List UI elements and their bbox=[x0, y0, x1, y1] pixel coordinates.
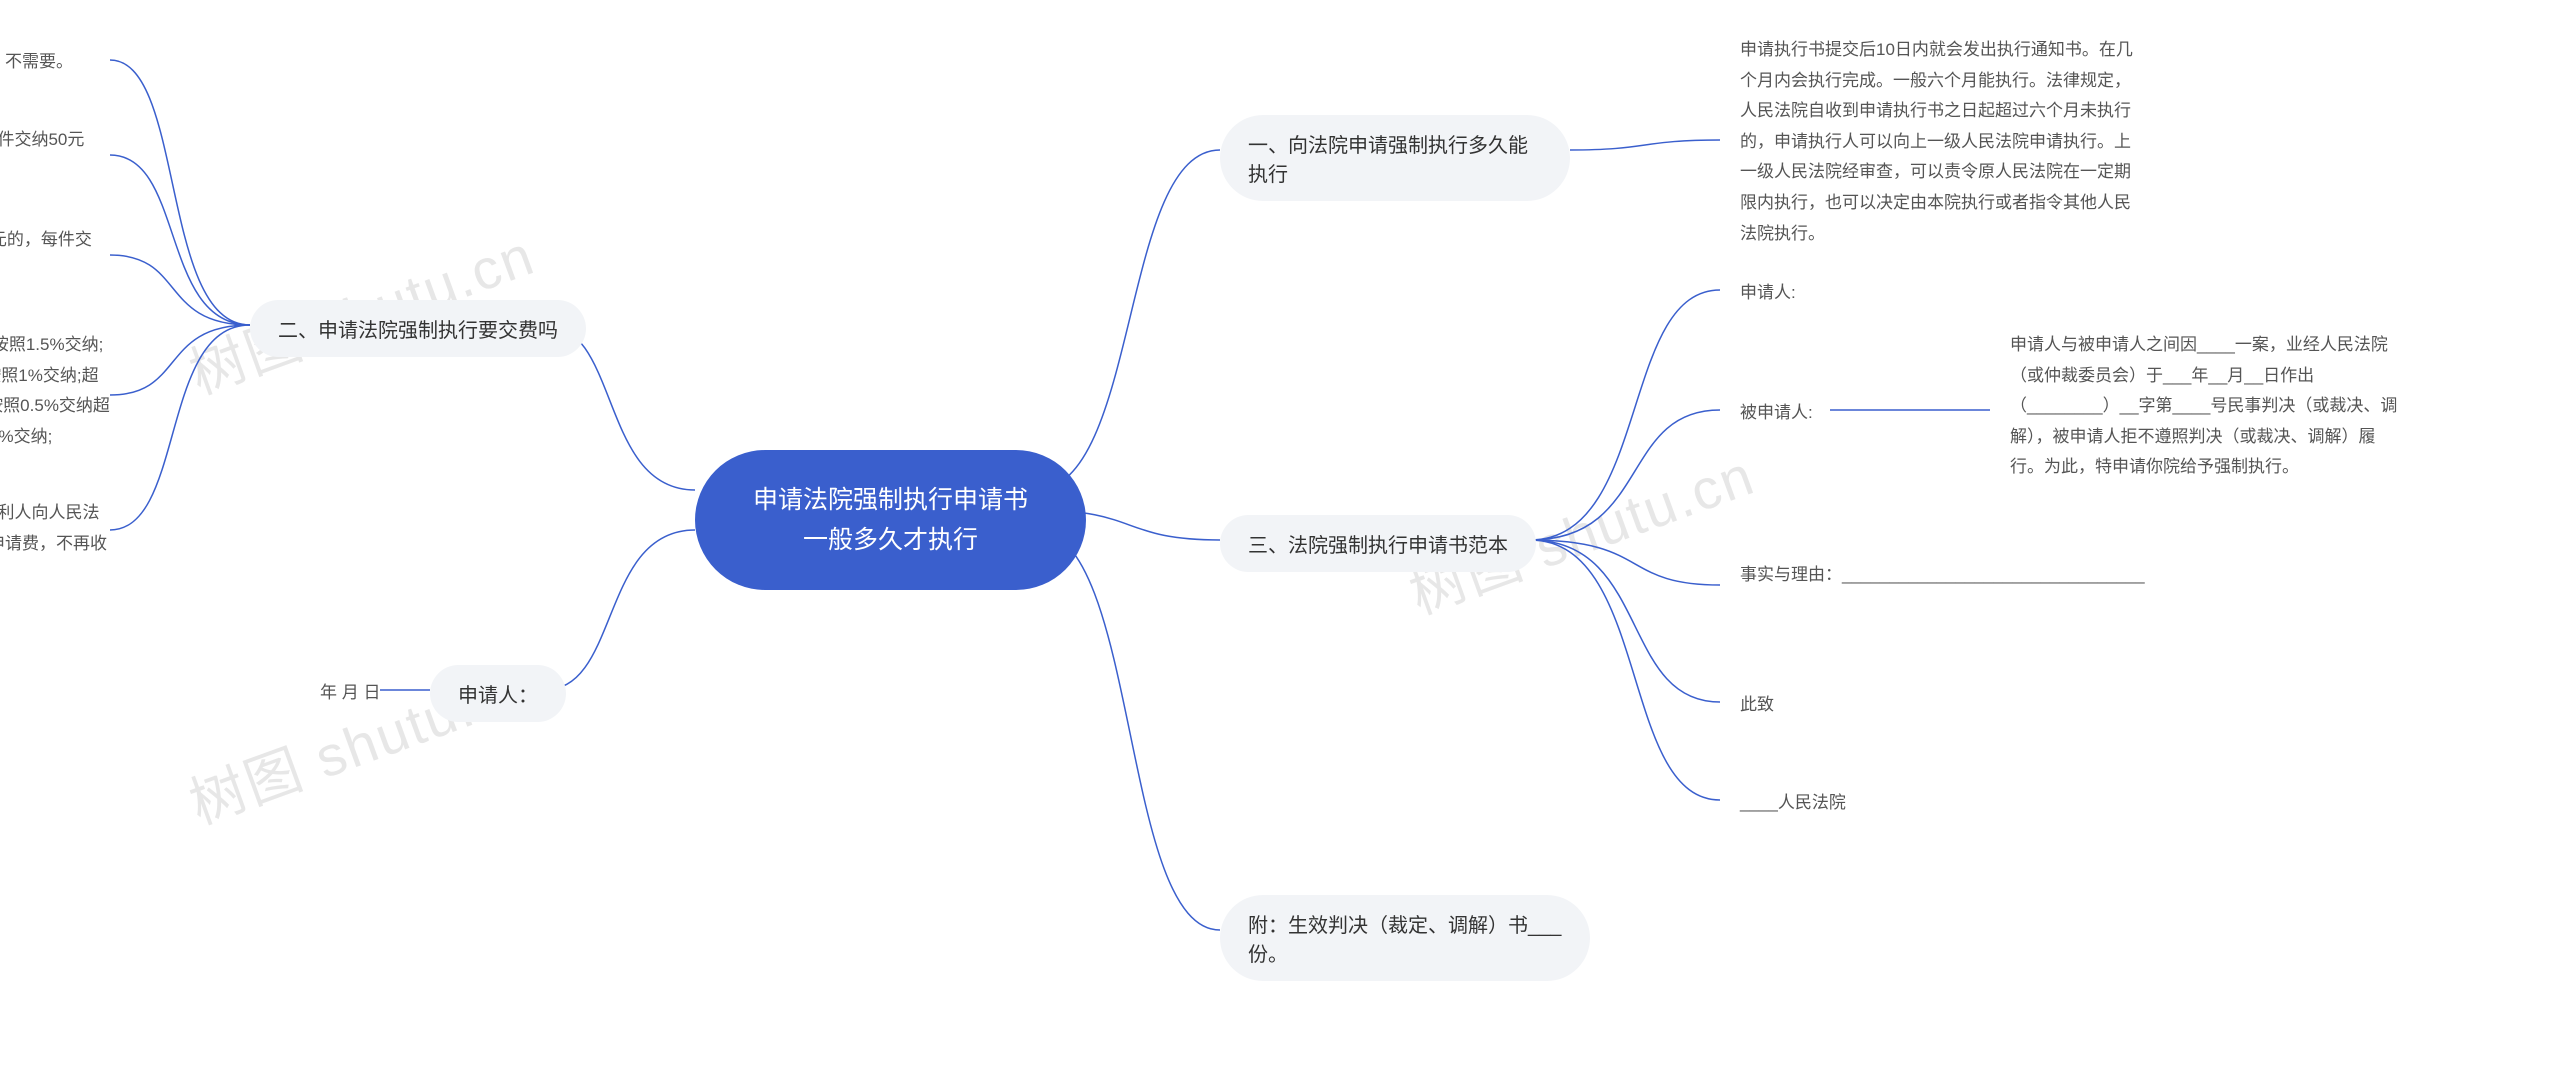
center-line-2: 一般多久才执行 bbox=[803, 526, 978, 554]
leaf-l2-3: 3、超过1万元至50万元的部分，按照1.5%交纳;超过50万元至500万元的部分… bbox=[0, 330, 110, 452]
branch-left-2: 二、申请法院强制执行要交费吗 bbox=[250, 300, 586, 357]
branch-right-3-label: 三、法院强制执行申请书范本 bbox=[1248, 535, 1508, 557]
leaf-l-applicant: 年 月 日 bbox=[320, 678, 380, 709]
leaf-l2-4: 4、符合条件要求未参加记名的权利人向人民法院提起诉讼的，规定的标准交纳申请费，不… bbox=[0, 498, 110, 590]
branch-left-applicant-label: 申请人： bbox=[458, 685, 538, 707]
branch-left-applicant: 申请人： bbox=[430, 665, 566, 722]
center-line-1: 申请法院强制执行申请书 bbox=[753, 486, 1028, 514]
branch-right-attach: 附：生效判决（裁定、调解）书___份。 bbox=[1220, 895, 1590, 981]
leaf-r1: 申请执行书提交后10日内就会发出执行通知书。在几个月内会执行完成。一般六个月能执… bbox=[1740, 35, 2140, 249]
leaf-r3-2-detail: 申请人与被申请人之间因____一案，业经人民法院（或仲裁委员会）于___年__月… bbox=[2010, 330, 2400, 483]
leaf-l2-0: 由被执行方支付。如果是执行方，不需要。 bbox=[0, 47, 110, 78]
branch-right-3: 三、法院强制执行申请书范本 bbox=[1220, 515, 1536, 572]
leaf-r3-5: ____人民法院 bbox=[1740, 788, 1846, 819]
branch-right-1: 一、向法院申请强制执行多久能执行 bbox=[1220, 115, 1570, 201]
leaf-l2-1: 1、没有执行数目或者价额的，每件交纳50元至500元; bbox=[0, 125, 100, 186]
leaf-r3-2-label: 被申请人: bbox=[1740, 398, 1813, 429]
branch-left-2-label: 二、申请法院强制执行要交费吗 bbox=[278, 320, 558, 342]
leaf-r3-1: 申请人: bbox=[1740, 278, 1796, 309]
leaf-r3-3: 事实与理由：________________________________ bbox=[1740, 560, 2145, 591]
center-node: 申请法院强制执行申请书 一般多久才执行 bbox=[695, 450, 1086, 590]
branch-right-attach-label: 附：生效判决（裁定、调解）书___份。 bbox=[1248, 915, 1561, 966]
leaf-l2-2: 2、执行金额或者价额不超过1万元的，每件交纳50元; bbox=[0, 225, 100, 286]
branch-right-1-label: 一、向法院申请强制执行多久能执行 bbox=[1248, 135, 1528, 186]
leaf-r3-4: 此致 bbox=[1740, 690, 1774, 721]
